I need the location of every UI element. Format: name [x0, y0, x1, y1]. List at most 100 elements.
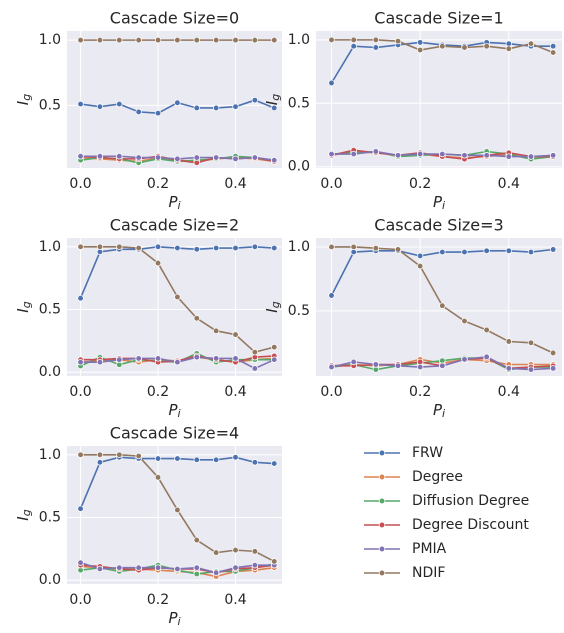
data-point [461, 152, 468, 159]
data-point [251, 459, 259, 466]
data-point [212, 549, 220, 556]
data-point [372, 36, 379, 44]
data-point [96, 451, 104, 458]
data-point [549, 365, 557, 372]
legend-marker [378, 449, 386, 457]
legend-label: FRW [412, 445, 443, 461]
data-point [154, 355, 162, 362]
data-point [232, 36, 239, 44]
data-point [232, 331, 239, 338]
data-point [372, 361, 379, 368]
y-axis-label-base: I [263, 308, 281, 313]
data-point [135, 564, 142, 571]
data-point [549, 349, 557, 357]
y-axis-label-base: I [14, 308, 32, 313]
data-point [549, 49, 557, 56]
x-tick-label: 0.0 [320, 176, 342, 192]
y-axis-label: Ig [14, 301, 34, 312]
data-point [483, 43, 490, 50]
y-axis-label-base: I [14, 516, 32, 521]
data-point [439, 357, 446, 364]
data-point [527, 366, 535, 373]
y-tick-label: 0.0 [288, 159, 310, 175]
subplot: 0.0 0.2 0.4 0.5 1.0 Cascade Size=3 Pi Ig [263, 216, 562, 420]
data-point [251, 36, 259, 44]
data-point [483, 326, 490, 334]
data-point [505, 338, 512, 345]
data-point [271, 343, 278, 351]
data-point [193, 536, 200, 544]
y-axis-label-sub: g [20, 94, 33, 101]
data-point [461, 248, 468, 256]
data-point [483, 353, 490, 360]
data-point [271, 460, 278, 467]
data-point [350, 36, 357, 44]
legend: FRW Degree Diffusion Degree Degree Discount… [364, 445, 529, 581]
y-tick-label: 1.0 [288, 32, 310, 48]
data-point [77, 295, 84, 302]
x-tick-label: 0.0 [320, 384, 342, 400]
data-point [193, 246, 200, 253]
data-point [328, 36, 335, 44]
data-point [439, 150, 446, 158]
data-point [96, 359, 104, 366]
x-axis-label-sub: i [177, 199, 180, 212]
legend-marker [378, 521, 386, 529]
legend-label: Diffusion Degree [412, 493, 529, 509]
data-point [96, 459, 104, 466]
y-axis-label-sub: g [20, 301, 33, 308]
legend-label: NDIF [412, 565, 445, 581]
data-point [251, 548, 259, 555]
data-point [461, 317, 468, 325]
data-point [417, 363, 424, 371]
subplot-title: Cascade Size=0 [110, 9, 239, 28]
data-point [154, 154, 162, 161]
x-axis-label: Pi [168, 401, 180, 421]
x-tick-label: 0.4 [224, 384, 246, 400]
data-point [461, 356, 468, 363]
data-point [527, 339, 535, 346]
data-point [212, 355, 220, 362]
data-point [394, 152, 402, 159]
data-point [135, 244, 142, 252]
data-point [439, 248, 446, 256]
data-point [549, 246, 557, 253]
data-point [439, 362, 446, 369]
x-tick-label: 0.4 [498, 384, 520, 400]
data-point [505, 365, 512, 372]
data-point [77, 153, 84, 160]
data-point [439, 302, 446, 309]
x-axis-label-sub: i [177, 407, 180, 420]
data-point [251, 243, 259, 250]
data-point [174, 155, 181, 163]
y-axis-label-sub: g [20, 509, 33, 516]
data-point [251, 154, 259, 161]
subplot-title: Cascade Size=1 [374, 9, 503, 28]
x-axis-label-base: P [168, 401, 178, 419]
data-point [232, 454, 239, 461]
x-axis-label-sub: i [442, 199, 445, 212]
x-tick-label: 0.2 [147, 592, 169, 608]
data-point [135, 36, 142, 44]
data-point [527, 153, 535, 160]
subplot: 0.0 0.2 0.4 0.0 0.5 1.0 Cascade Size=2 Pi Ig [14, 216, 282, 421]
data-point [212, 569, 220, 576]
x-axis-label-base: P [168, 193, 178, 211]
data-point [232, 355, 239, 362]
data-point [174, 359, 181, 366]
y-tick-label: 0.5 [288, 303, 310, 319]
data-point [483, 247, 490, 254]
data-point [174, 36, 181, 44]
subplot: 0.0 0.2 0.4 0.5 1.0 Cascade Size=0 Pi Ig [14, 9, 282, 212]
data-point [271, 36, 278, 44]
x-tick-label: 0.4 [224, 176, 246, 192]
x-tick-label: 0.4 [498, 176, 520, 192]
data-point [328, 243, 335, 251]
plot-background [67, 31, 282, 168]
data-point [505, 45, 512, 52]
y-axis-label-sub: g [269, 94, 282, 101]
y-tick-label: 1.0 [39, 447, 61, 463]
data-point [212, 36, 220, 44]
data-point [232, 546, 239, 554]
y-tick-label: 0.5 [39, 97, 61, 113]
